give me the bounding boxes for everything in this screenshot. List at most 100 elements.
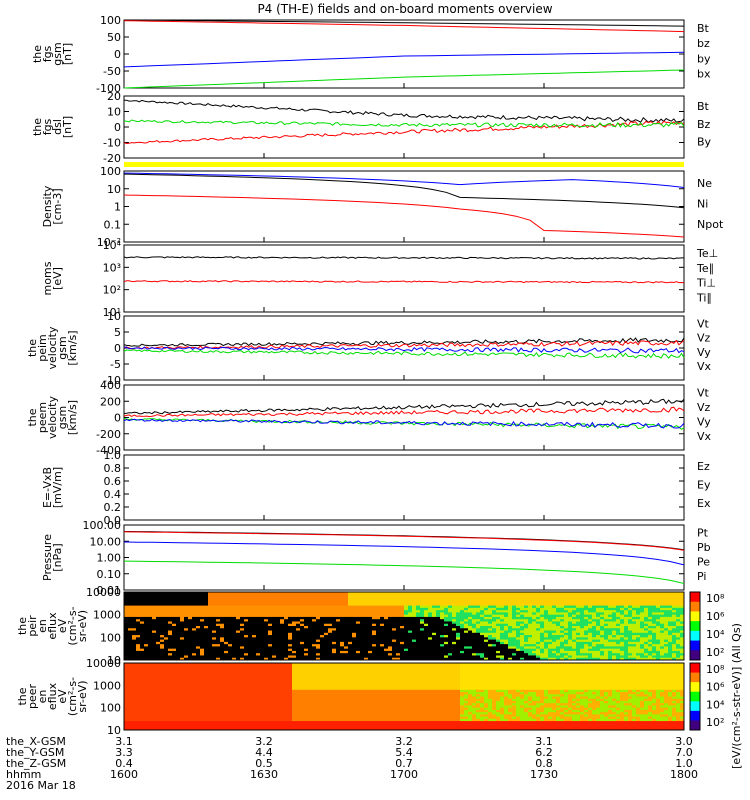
spectrogram-cell xyxy=(608,612,613,616)
spectrogram-cell xyxy=(652,639,657,643)
spectrogram-cell xyxy=(552,612,557,616)
spectrogram-cell xyxy=(172,635,177,638)
spectrogram-cell xyxy=(416,592,421,595)
spectrogram-cell xyxy=(220,630,225,634)
spectrogram-cell xyxy=(312,632,317,636)
spectrogram-cell xyxy=(144,703,149,706)
spectrogram-cell xyxy=(308,598,313,602)
spectrogram-cell xyxy=(444,592,449,595)
spectrogram-cell xyxy=(408,594,413,598)
spectrogram-cell xyxy=(640,646,645,650)
spectrogram-cell xyxy=(236,603,241,607)
spectrogram-cell xyxy=(156,727,161,731)
spectrogram-cell xyxy=(252,607,257,611)
spectrogram-cell xyxy=(340,592,345,595)
spectrogram-cell xyxy=(472,639,477,643)
spectrogram-cell xyxy=(624,621,629,625)
spectrogram-cell xyxy=(140,665,145,668)
spectrogram-cell xyxy=(148,621,153,625)
spectrogram-cell xyxy=(272,626,277,629)
spectrogram-cell xyxy=(588,596,593,600)
spectrogram-cell xyxy=(524,605,529,609)
spectrogram-cell xyxy=(644,603,649,607)
spectrogram-cell xyxy=(340,610,345,613)
spectrogram-cell xyxy=(184,635,189,638)
spectrogram-cell xyxy=(128,685,133,689)
spectrogram-cell xyxy=(372,596,377,600)
spectrogram-cell xyxy=(572,657,577,661)
spectrogram-cell xyxy=(300,626,305,629)
spectrogram-cell xyxy=(360,632,365,636)
spectrogram-cell xyxy=(372,635,377,638)
spectrogram-cell xyxy=(276,614,281,618)
spectrogram-cell xyxy=(268,614,273,618)
spectrogram-cell xyxy=(608,594,613,598)
y-tick-label: 10000 xyxy=(86,657,121,670)
spectrogram-cell xyxy=(668,596,673,600)
spectrogram-cell xyxy=(148,727,153,731)
spectrogram-cell xyxy=(460,626,465,629)
spectrogram-cell xyxy=(432,601,437,604)
spectrogram-cell xyxy=(644,614,649,618)
spectrogram-cell xyxy=(528,646,533,650)
spectrogram-cell xyxy=(204,628,209,632)
spectrogram-cell xyxy=(488,619,493,622)
spectrogram-cell xyxy=(616,619,621,622)
spectrogram-cell xyxy=(516,623,521,627)
spectrogram-cell xyxy=(308,603,313,607)
spectrogram-cell xyxy=(180,596,185,600)
spectrogram-cell xyxy=(288,616,293,620)
spectrogram-cell xyxy=(544,601,549,604)
spectrogram-cell xyxy=(164,655,169,659)
spectrogram-cell xyxy=(464,653,469,656)
spectrogram-cell xyxy=(260,610,265,613)
spectrogram-cell xyxy=(532,592,537,595)
spectrogram-cell xyxy=(672,639,677,643)
spectrogram-cell xyxy=(132,663,137,666)
spectrogram-cell xyxy=(128,698,133,702)
spectrogram-cell xyxy=(168,619,173,622)
spectrogram-cell xyxy=(432,646,437,650)
spectrogram-cell xyxy=(388,623,393,627)
spectrogram-cell xyxy=(168,603,173,607)
spectrogram-cell xyxy=(220,644,225,647)
spectrogram-cell xyxy=(620,655,625,659)
spectrogram-cell xyxy=(536,655,541,659)
spectrogram-cell xyxy=(388,650,393,654)
spectrogram-cell xyxy=(508,596,513,600)
spectrogram-cell xyxy=(156,653,161,656)
spectrogram-cell xyxy=(600,626,605,629)
spectrogram-cell xyxy=(548,653,553,656)
spectrogram-cell xyxy=(572,653,577,656)
spectrogram-cell xyxy=(572,635,577,638)
spectrogram-cell xyxy=(488,644,493,647)
spectrogram-cell xyxy=(312,596,317,600)
spectrogram-cell xyxy=(504,628,509,632)
spectrogram-cell xyxy=(256,639,261,643)
y-axis-label: the xyxy=(31,45,44,63)
spectrogram-cell xyxy=(492,614,497,618)
spectrogram-cell xyxy=(252,603,257,607)
spectrogram-cell xyxy=(152,639,157,643)
spectrogram-cell xyxy=(136,663,141,666)
spectrogram-cell xyxy=(188,614,193,618)
spectrogram-cell xyxy=(240,616,245,620)
spectrogram-cell xyxy=(420,616,425,620)
spectrogram-cell xyxy=(584,650,589,654)
spectrogram-cell xyxy=(336,653,341,656)
spectrogram-cell xyxy=(572,637,577,641)
spectrogram-cell xyxy=(472,646,477,650)
spectrogram-cell xyxy=(492,632,497,636)
spectrogram-cell xyxy=(132,605,137,609)
spectrogram-cell xyxy=(208,596,213,600)
spectrogram-cell xyxy=(612,616,617,620)
spectrogram-cell xyxy=(668,644,673,647)
spectrogram-cell xyxy=(300,637,305,641)
spectrogram-cell xyxy=(128,605,133,609)
spectrogram-cell xyxy=(512,610,517,613)
spectrogram-cell xyxy=(488,603,493,607)
spectrogram-cell xyxy=(680,614,685,618)
spectrogram-cell xyxy=(180,621,185,625)
spectrogram-cell xyxy=(148,667,153,671)
spectrogram-cell xyxy=(396,612,401,616)
